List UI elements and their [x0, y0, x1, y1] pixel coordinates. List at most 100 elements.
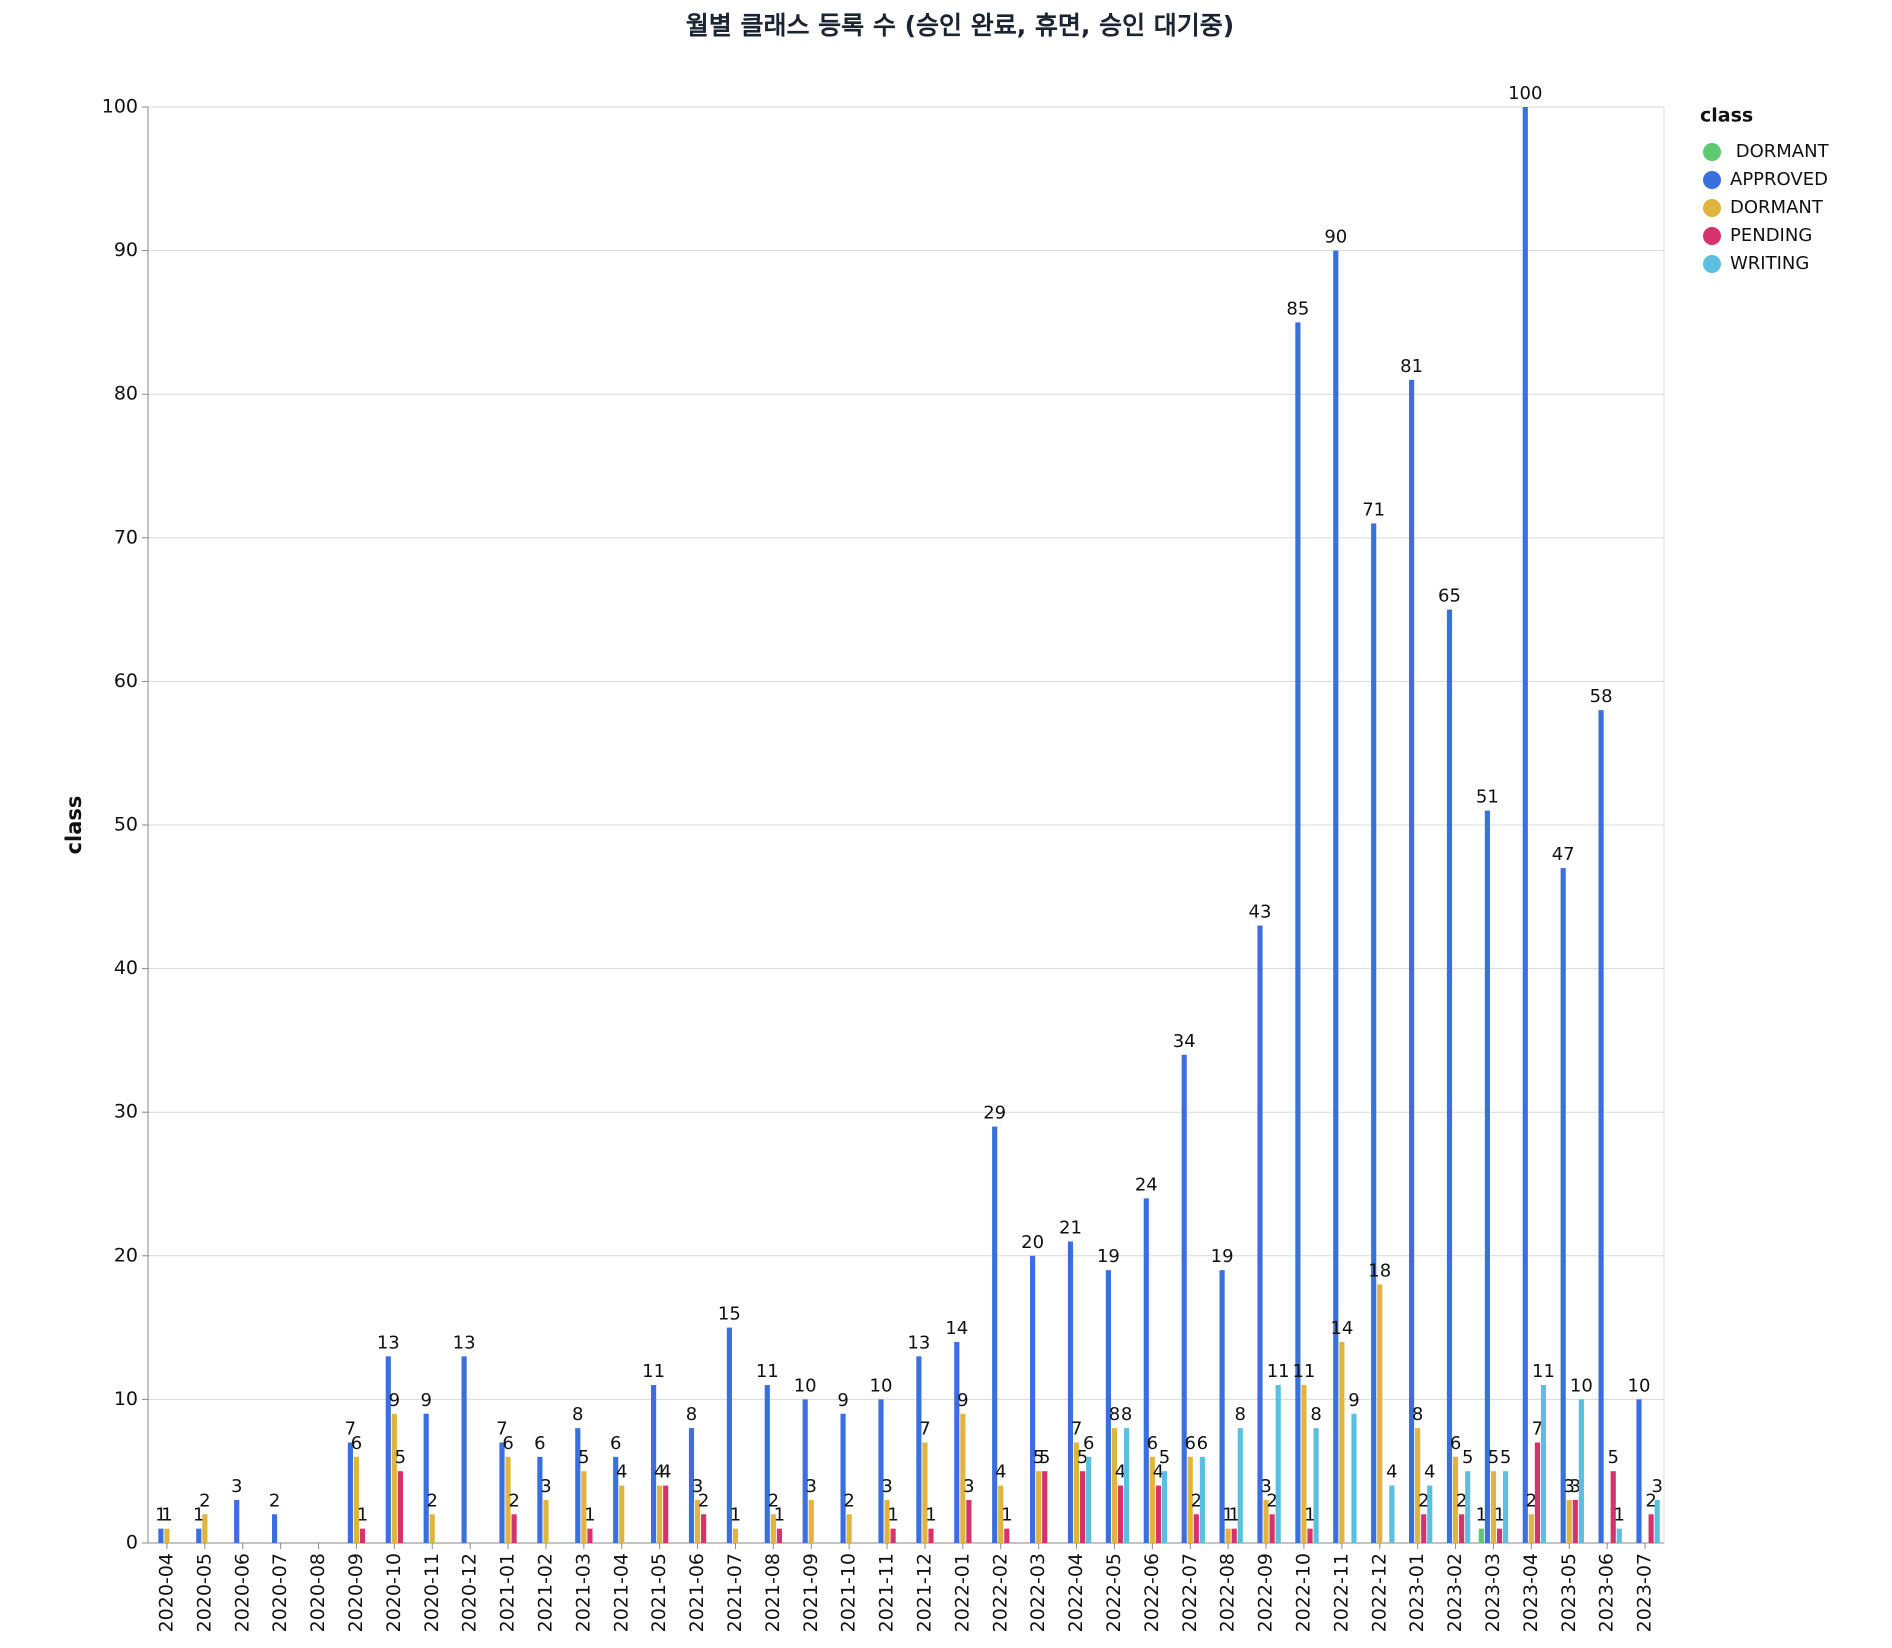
- y-tick-label: 0: [126, 1532, 138, 1554]
- value-label: 6: [1197, 1433, 1208, 1454]
- x-tick-label: 2021-09: [800, 1553, 822, 1632]
- value-label: 1: [1614, 1505, 1625, 1526]
- bar: [1654, 1499, 1660, 1543]
- bar: [657, 1485, 663, 1543]
- bar: [537, 1456, 543, 1543]
- value-label: 100: [1508, 83, 1542, 104]
- value-label: 8: [572, 1404, 583, 1425]
- value-label: 43: [1249, 902, 1272, 923]
- value-label: 2: [1191, 1490, 1202, 1511]
- x-tick-label: 2020-11: [421, 1553, 443, 1632]
- value-label: 29: [983, 1103, 1006, 1124]
- bar: [922, 1442, 928, 1543]
- bar: [1484, 810, 1490, 1543]
- value-label: 1: [887, 1505, 898, 1526]
- bar: [202, 1514, 208, 1543]
- bar: [1269, 1514, 1275, 1543]
- value-label: 5: [1500, 1447, 1511, 1468]
- x-tick-label: 2021-11: [876, 1553, 898, 1632]
- value-label: 1: [161, 1505, 172, 1526]
- bar: [429, 1514, 435, 1543]
- value-label: 4: [660, 1462, 671, 1483]
- bar: [1371, 523, 1377, 1543]
- bar: [1257, 925, 1263, 1543]
- x-tick-label: 2022-02: [989, 1553, 1011, 1632]
- value-label: 3: [963, 1476, 974, 1497]
- chart-title: 월별 클래스 등록 수 (승인 완료, 휴면, 승인 대기중): [686, 11, 1234, 40]
- value-label: 2: [698, 1490, 709, 1511]
- bar: [1446, 609, 1453, 1543]
- y-tick-label: 10: [114, 1388, 138, 1410]
- bar: [1490, 1471, 1497, 1543]
- bar: [1111, 1428, 1118, 1543]
- value-label: 6: [534, 1433, 545, 1454]
- bar: [423, 1413, 429, 1543]
- bar: [663, 1485, 669, 1543]
- x-tick-label: 2020-07: [269, 1553, 291, 1632]
- bar: [1155, 1485, 1161, 1543]
- value-label: 7: [496, 1418, 507, 1439]
- bar: [802, 1399, 808, 1543]
- bar: [1307, 1528, 1313, 1543]
- bar: [1610, 1471, 1616, 1543]
- x-tick-label: 2021-06: [686, 1553, 708, 1632]
- bar: [461, 1356, 467, 1543]
- legend-swatch: [1703, 171, 1721, 189]
- value-label: 3: [1260, 1476, 1271, 1497]
- x-tick-label: 2022-03: [1027, 1553, 1049, 1632]
- bar: [1578, 1399, 1584, 1543]
- x-tick-label: 2022-10: [1292, 1553, 1314, 1632]
- value-label: 5: [1039, 1447, 1050, 1468]
- value-label: 6: [1147, 1433, 1158, 1454]
- bar: [1313, 1428, 1319, 1543]
- value-label: 3: [231, 1476, 242, 1497]
- bar: [1199, 1456, 1205, 1543]
- value-label: 2: [768, 1490, 779, 1511]
- value-label: 4: [1386, 1462, 1397, 1483]
- value-label: 10: [870, 1375, 893, 1396]
- x-tick-label: 2023-06: [1596, 1553, 1618, 1632]
- bar: [1036, 1471, 1042, 1543]
- x-tick-label: 2023-04: [1520, 1553, 1542, 1632]
- value-label: 1: [1228, 1505, 1239, 1526]
- bar: [1598, 710, 1604, 1543]
- bar: [651, 1385, 657, 1543]
- bar: [701, 1514, 707, 1543]
- value-label: 1: [193, 1505, 204, 1526]
- bar: [1409, 379, 1415, 1544]
- y-tick-label: 90: [114, 239, 138, 261]
- value-label: 6: [1083, 1433, 1094, 1454]
- y-tick-label: 60: [114, 670, 138, 692]
- value-label: 11: [642, 1361, 665, 1382]
- bar: [992, 1126, 998, 1543]
- value-label: 4: [654, 1462, 665, 1483]
- bar: [840, 1413, 846, 1543]
- value-label: 8: [686, 1404, 697, 1425]
- bar: [359, 1528, 366, 1543]
- value-label: 11: [1292, 1361, 1315, 1382]
- value-label: 9: [420, 1390, 431, 1411]
- bar: [1231, 1528, 1237, 1543]
- bar: [619, 1485, 625, 1543]
- bar: [158, 1528, 164, 1543]
- bar: [1452, 1456, 1459, 1543]
- value-label: 10: [794, 1375, 817, 1396]
- value-label: 47: [1552, 844, 1575, 865]
- bar: [1377, 1284, 1383, 1543]
- value-label: 2: [1456, 1490, 1467, 1511]
- value-label: 1: [155, 1505, 166, 1526]
- value-label: 1: [730, 1505, 741, 1526]
- value-label: 20: [1021, 1232, 1044, 1253]
- bar: [1295, 322, 1301, 1543]
- x-tick-label: 2022-05: [1103, 1553, 1125, 1632]
- bar: [1275, 1385, 1281, 1543]
- value-label: 3: [1564, 1476, 1575, 1497]
- value-label: 1: [1494, 1505, 1505, 1526]
- bar: [1086, 1456, 1092, 1543]
- bar: [1415, 1428, 1421, 1543]
- legend-swatch: [1703, 199, 1721, 217]
- value-label: 1: [1304, 1505, 1315, 1526]
- bar: [1124, 1428, 1130, 1543]
- bar: [1421, 1514, 1427, 1543]
- value-label: 9: [957, 1390, 968, 1411]
